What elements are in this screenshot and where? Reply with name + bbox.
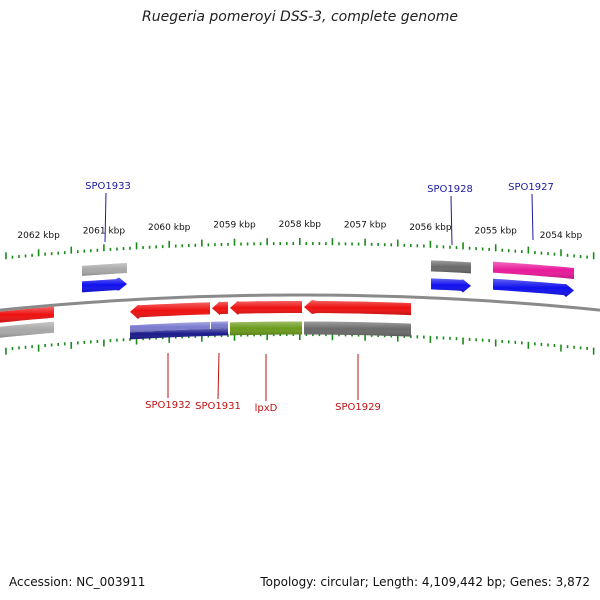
gene-feature-shading: [130, 302, 210, 319]
genome-backbone: [0, 293, 600, 312]
gene-feature-shading: [212, 301, 228, 316]
gene-label-leaders: [104, 192, 534, 401]
scale-label: 2056 kbp: [409, 223, 452, 233]
scale-label: 2060 kbp: [148, 223, 191, 233]
gene-feature-shading: [493, 261, 574, 279]
scale-ticks-outer: [5, 238, 595, 260]
scale-label: 2057 kbp: [344, 221, 387, 231]
gene-label[interactable]: SPO1927: [508, 182, 554, 193]
gene-feature-shading: [304, 321, 411, 337]
gene-feature-shading: [431, 260, 471, 274]
gene-feature-shading: [82, 277, 127, 293]
scale-label: 2061 kbp: [83, 226, 126, 236]
accession-text: Accession: NC_003911: [9, 575, 146, 589]
gene-feature-shading: [431, 278, 471, 293]
gene-feature-shading: [130, 328, 228, 340]
gene-label[interactable]: SPO1931: [195, 401, 241, 412]
gene-feature-shading: [211, 321, 228, 329]
gene-label-leader: [104, 192, 107, 243]
gene-label[interactable]: SPO1933: [85, 181, 131, 192]
gene-label-leader: [531, 193, 534, 241]
scale-label: 2059 kbp: [213, 221, 256, 231]
gene-label[interactable]: SPO1928: [427, 184, 473, 195]
scale-label: 2062 kbp: [17, 231, 60, 241]
gene-feature-shading: [230, 300, 302, 315]
gene-features: [0, 260, 574, 340]
map-title: Ruegeria pomeroyi DSS-3, complete genome: [142, 9, 458, 25]
gene-feature-shading: [82, 262, 127, 276]
scale-labels: 2062 kbp 2061 kbp 2060 kbp 2059 kbp 2058 kbp…: [17, 220, 582, 241]
scale-label: 2055 kbp: [474, 226, 517, 236]
gene-feature-shading: [230, 321, 302, 336]
gene-feature-shading: [304, 300, 411, 316]
gene-labels: SPO1933 SPO1928 SPO1927 SPO1932 SPO1931 lpxD S…: [85, 181, 554, 414]
scale-label: 2058 kbp: [279, 220, 322, 230]
scale-ticks-inner: [5, 333, 595, 355]
gene-label-leader: [217, 352, 220, 400]
gene-label-leader: [450, 195, 453, 246]
gene-label[interactable]: SPO1929: [335, 402, 381, 413]
gene-feature-shading: [0, 321, 54, 338]
gene-feature-shading: [0, 306, 54, 323]
gene-label[interactable]: SPO1932: [145, 400, 191, 411]
gene-feature-shading: [130, 321, 210, 333]
scale-label: 2054 kbp: [540, 231, 583, 241]
gene-feature-shading: [493, 278, 574, 298]
gene-label[interactable]: lpxD: [255, 403, 278, 414]
genome-summary-text: Topology: circular; Length: 4,109,442 bp…: [260, 575, 590, 589]
